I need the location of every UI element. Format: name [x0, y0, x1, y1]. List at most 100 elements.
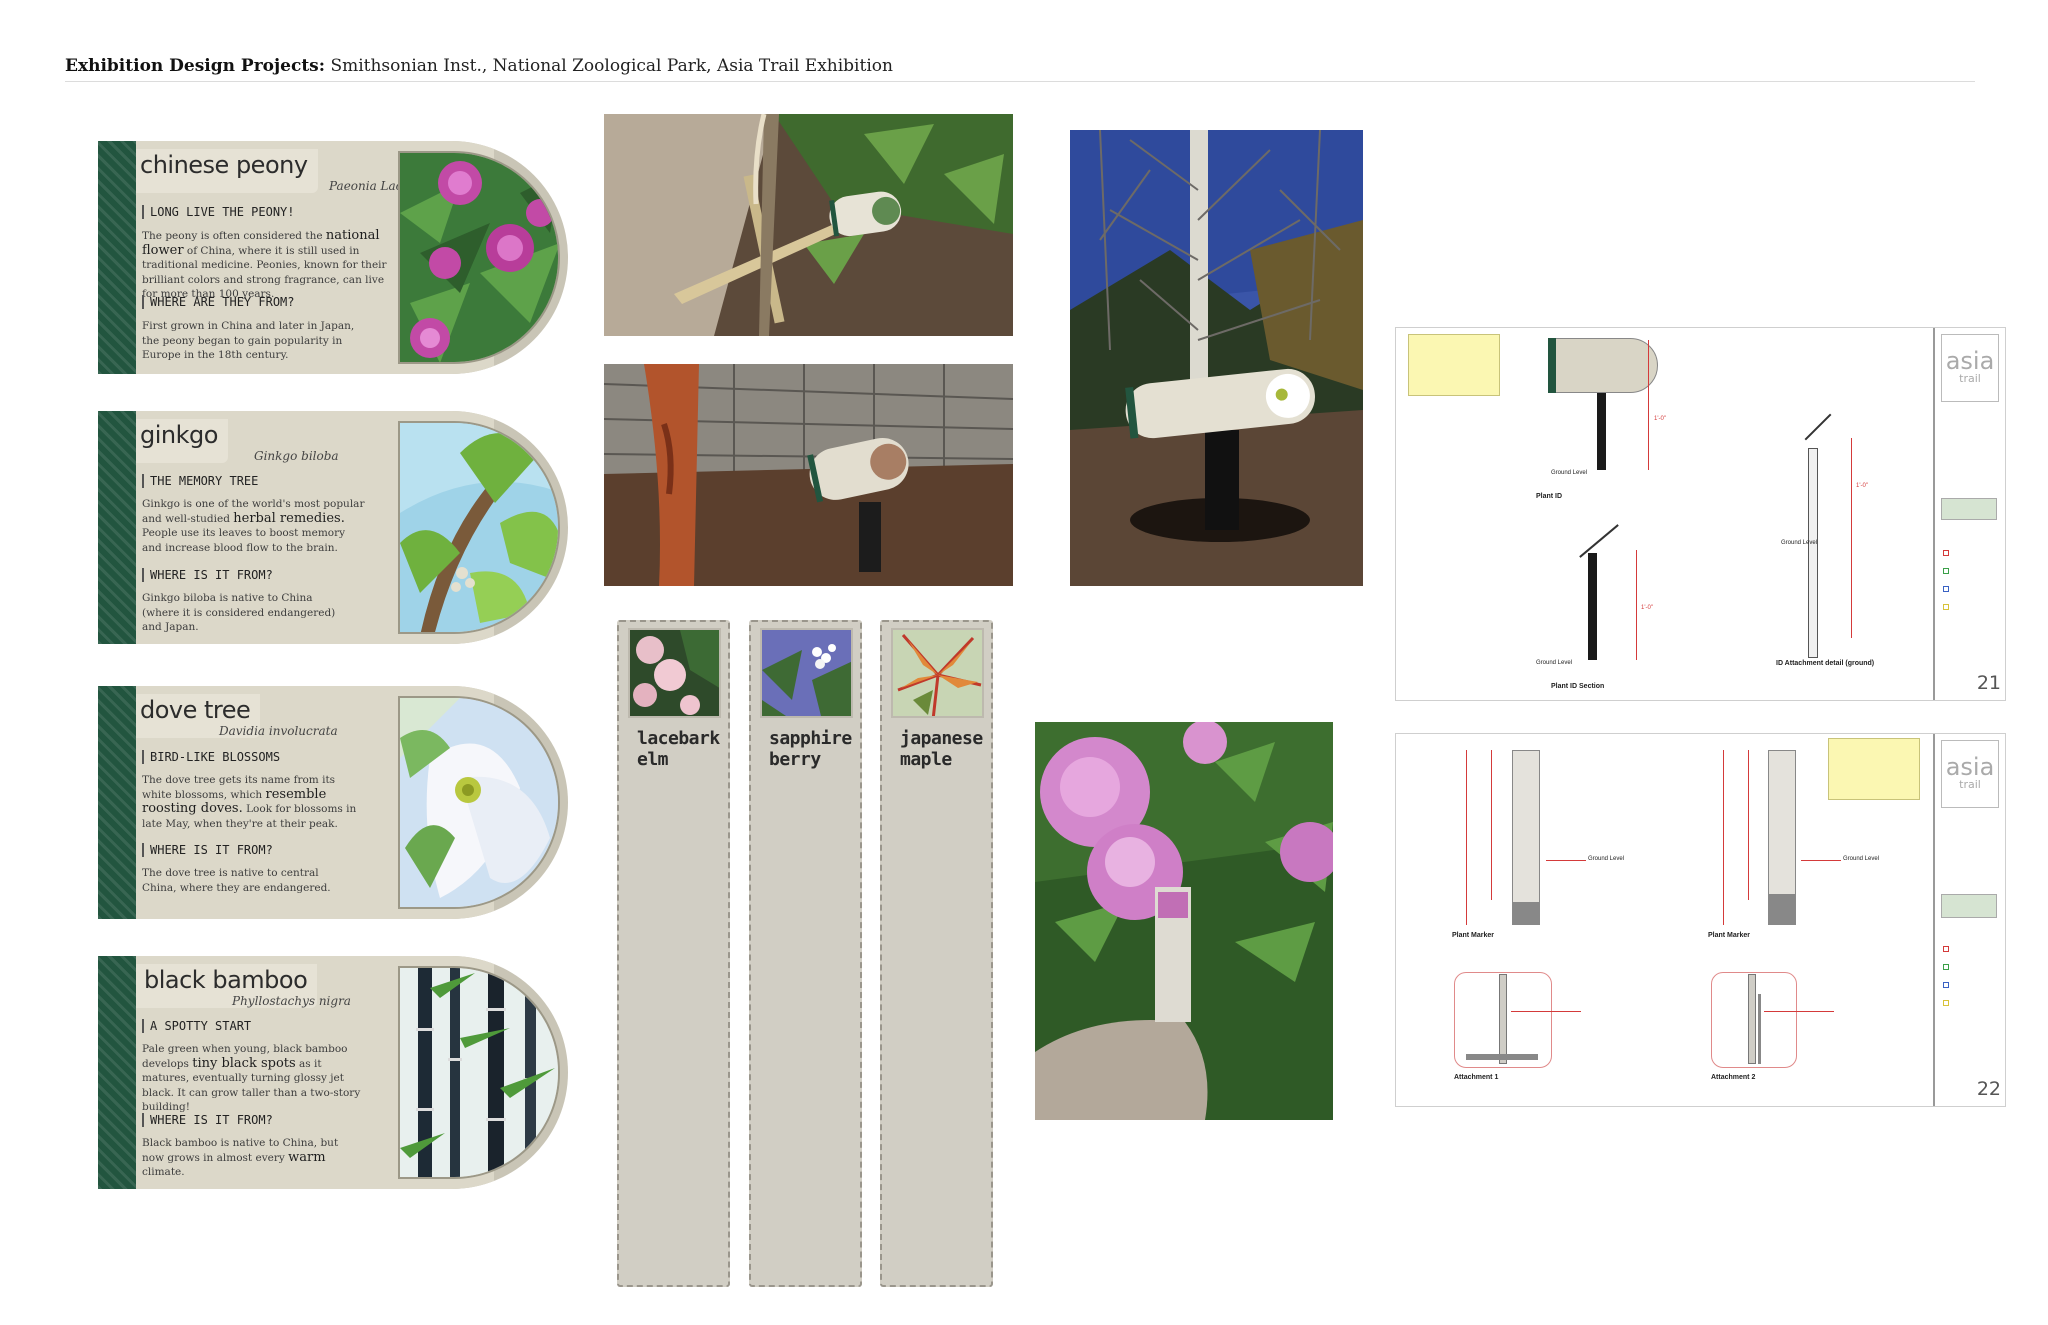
photo-rhododendron-marker-installed [1035, 722, 1333, 1120]
sign-section-line [1579, 524, 1619, 558]
sapphire-berry-thumbnail [760, 628, 853, 718]
sign-pattern-band [98, 411, 136, 644]
attachment-2-caption: Attachment 2 [1711, 1074, 1756, 1081]
sign-dove-tree: dove tree Davidia involucrata BIRD-LIKE … [98, 686, 568, 919]
plant-id-band [1548, 338, 1556, 393]
sign-common-name: black bamboo [144, 966, 308, 994]
photo-dove-tree-sign-installed [1070, 130, 1363, 586]
sign-common-name: dove tree [140, 696, 251, 724]
peony-illustration [398, 151, 560, 364]
legend-icon [1943, 550, 1949, 556]
attachment-pipe-drawing [1808, 448, 1818, 658]
post-drawing [1597, 393, 1606, 470]
photo-peony-sign-installed [604, 114, 1013, 336]
dove-tree-illustration [398, 696, 560, 909]
legend-icon [1943, 946, 1949, 952]
sticky-note [1408, 334, 1500, 396]
attachment-post [1748, 974, 1756, 1064]
sign-paragraph: First grown in China and later in Japan,… [142, 320, 355, 361]
drawing-sheet-22: Ground Level Plant Marker Ground Level P… [1395, 733, 2006, 1107]
marker-sapphire-berry: sapphire berry [749, 620, 862, 1287]
attachment-1-detail [1454, 972, 1552, 1068]
leader-line [1801, 860, 1841, 861]
marker-lacebark-elm: lacebark elm [617, 620, 730, 1287]
leader-line [1546, 860, 1586, 861]
asia-trail-logo: asia trail [1941, 334, 1999, 402]
sign-heading: WHERE IS IT FROM? [142, 568, 273, 582]
page-number: 21 [1976, 672, 2001, 694]
header-title: Exhibition Design Projects: [65, 56, 326, 76]
dimension-line [1466, 750, 1467, 925]
sign-paragraph: The dove tree gets its name from its whi… [142, 774, 357, 830]
sign-latin-name: Davidia involucrata [219, 724, 338, 738]
japanese-maple-thumbnail [891, 628, 984, 718]
lacebark-elm-thumbnail [628, 628, 721, 718]
dimension-label: 1'-0" [1654, 416, 1666, 422]
sign-heading: LONG LIVE THE PEONY! [142, 205, 295, 219]
sign-heading: WHERE IS IT FROM? [142, 843, 273, 857]
legend-icon [1943, 568, 1949, 574]
sign-black-bamboo: black bamboo Phyllostachys nigra A SPOTT… [98, 956, 568, 1189]
dimension-line [1636, 550, 1637, 660]
page-header: Exhibition Design Projects: Smithsonian … [65, 56, 1975, 82]
sign-common-name: chinese peony [140, 151, 308, 179]
marker-name: japanese maple [900, 728, 983, 770]
sign-heading: A SPOTTY START [142, 1019, 251, 1033]
legend-icon [1943, 586, 1949, 592]
plant-marker-drawing [1512, 750, 1540, 925]
sign-common-name: ginkgo [140, 421, 218, 449]
sign-ginkgo: ginkgo Ginkgo biloba THE MEMORY TREE Gin… [98, 411, 568, 644]
asia-trail-logo: asia trail [1941, 740, 1999, 808]
ground-level-label: Ground Level [1588, 856, 1625, 862]
black-bamboo-illustration [398, 966, 560, 1179]
title-block: asia trail 21 [1933, 328, 2005, 700]
site-map-thumbnail [1941, 894, 1997, 918]
header-subtitle: Smithsonian Inst., National Zoological P… [330, 56, 893, 76]
attachment-bracket [1466, 1054, 1538, 1060]
plant-id-sign-drawing [1548, 338, 1658, 393]
logo-trail: trail [1959, 372, 1981, 385]
sticky-note [1828, 738, 1920, 800]
logo-asia: asia [1945, 753, 1995, 781]
logo-asia: asia [1945, 347, 1995, 375]
marker-base-drawing [1769, 894, 1795, 924]
sign-paragraph: The peony is often considered the nation… [142, 228, 387, 300]
marker-name: lacebark elm [637, 728, 720, 770]
leader-line [1764, 1011, 1834, 1012]
leader-line [1511, 1011, 1581, 1012]
title-block: asia trail 22 [1933, 734, 2005, 1106]
attachment-2-detail [1711, 972, 1797, 1068]
attachment-post [1499, 974, 1507, 1064]
legend-icon [1943, 982, 1949, 988]
ginkgo-illustration [398, 421, 560, 634]
sign-chinese-peony: chinese peony Paeonia Lactiflora LONG LI… [98, 141, 568, 374]
sign-heading: BIRD-LIKE BLOSSOMS [142, 750, 280, 764]
sign-paragraph: Ginkgo is one of the world's most popula… [142, 498, 365, 554]
dimension-line [1723, 750, 1724, 925]
photo-lacebark-sign-installed [604, 364, 1013, 586]
sign-heading: WHERE IS IT FROM? [142, 1113, 273, 1127]
ground-level-label: Ground Level [1781, 540, 1818, 546]
dimension-line [1648, 340, 1649, 470]
sign-pattern-band [98, 956, 136, 1189]
logo-trail: trail [1959, 778, 1981, 791]
legend-icon [1943, 1000, 1949, 1006]
sign-title-box: ginkgo [136, 419, 228, 463]
sign-paragraph: Ginkgo biloba is native to China (where … [142, 592, 336, 633]
site-map-thumbnail [1941, 498, 1997, 520]
sign-paragraph: Black bamboo is native to China, but now… [142, 1137, 339, 1178]
sign-latin-name: Ginkgo biloba [254, 449, 339, 463]
sign-section-line [1804, 413, 1832, 441]
sign-title-box: chinese peony [136, 149, 318, 193]
marker-name: sapphire berry [769, 728, 852, 770]
plant-marker-caption: Plant Marker [1452, 932, 1495, 939]
sign-pattern-band [98, 686, 136, 919]
sign-title-box: black bamboo [136, 964, 318, 1008]
dimension-line [1748, 750, 1749, 900]
legend-icon [1943, 604, 1949, 610]
plant-marker-caption: Plant Marker [1708, 932, 1751, 939]
ground-level-label: Ground Level [1536, 660, 1573, 666]
attachment-detail-caption: ID Attachment detail (ground) [1776, 660, 1875, 667]
post-section-drawing [1588, 553, 1597, 660]
sign-heading: THE MEMORY TREE [142, 474, 258, 488]
